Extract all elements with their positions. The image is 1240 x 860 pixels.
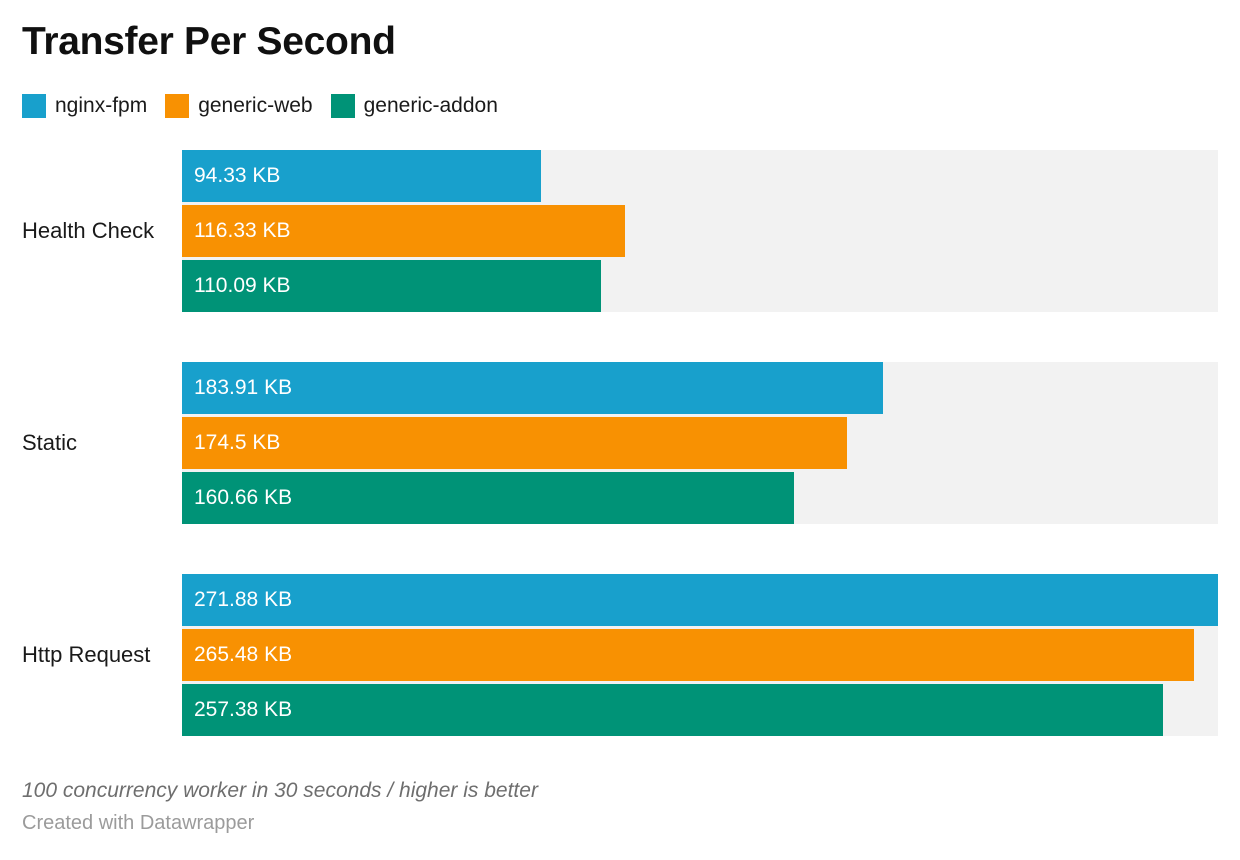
bar-group: Http Request 271.88 KB 265.48 KB 257.38 KB <box>22 573 1218 736</box>
bar-value-label: 160.66 KB <box>194 486 293 510</box>
category-label: Health Check <box>22 217 155 243</box>
category-label: Static <box>22 429 78 455</box>
bar-generic-web: 116.33 KB <box>182 204 626 257</box>
chart-note: 100 concurrency worker in 30 seconds / h… <box>22 778 538 802</box>
legend-label: nginx-fpm <box>55 94 148 118</box>
legend-swatch-nginx-fpm <box>22 93 46 118</box>
chart-title: Transfer Per Second <box>22 20 396 63</box>
legend-item-generic-web: generic-web <box>165 93 313 118</box>
bar-group: Static 183.91 KB 174.5 KB 160.66 KB <box>22 361 1218 524</box>
legend-item-generic-addon: generic-addon <box>330 93 498 118</box>
bar-generic-addon: 160.66 KB <box>182 471 795 524</box>
bar-value-label: 257.38 KB <box>194 698 293 722</box>
datawrapper-credit[interactable]: Created with Datawrapper <box>22 812 255 835</box>
bar-nginx-fpm: 271.88 KB <box>182 573 1218 626</box>
bar-generic-addon: 257.38 KB <box>182 683 1163 736</box>
bar-generic-web: 174.5 KB <box>182 416 847 469</box>
bar-group: Health Check 94.33 KB 116.33 KB 110.09 KB <box>22 149 1218 312</box>
bar-value-label: 174.5 KB <box>194 431 281 455</box>
bar-value-label: 110.09 KB <box>194 274 291 298</box>
bar-track: 94.33 KB 116.33 KB 110.09 KB <box>182 149 1218 312</box>
bar-value-label: 265.48 KB <box>194 643 293 667</box>
bar-value-label: 183.91 KB <box>194 376 293 400</box>
legend-item-nginx-fpm: nginx-fpm <box>22 93 148 118</box>
bar-nginx-fpm: 94.33 KB <box>182 149 542 202</box>
bar-value-label: 271.88 KB <box>194 588 293 612</box>
bar-generic-web: 265.48 KB <box>182 628 1194 681</box>
legend-label: generic-addon <box>363 94 498 118</box>
bar-value-label: 94.33 KB <box>194 164 281 188</box>
bar-generic-addon: 110.09 KB <box>182 259 602 312</box>
category-label: Http Request <box>22 641 151 667</box>
bar-nginx-fpm: 183.91 KB <box>182 361 883 414</box>
bar-value-label: 116.33 KB <box>194 219 291 243</box>
legend-label: generic-web <box>198 94 313 118</box>
bar-track: 271.88 KB 265.48 KB 257.38 KB <box>182 573 1218 736</box>
legend-swatch-generic-web <box>165 93 190 118</box>
plot-area: Health Check 94.33 KB 116.33 KB 110.09 KB St… <box>22 149 1218 736</box>
legend: nginx-fpm generic-web generic-addon <box>22 93 1218 118</box>
legend-swatch-generic-addon <box>330 93 355 118</box>
bar-track: 183.91 KB 174.5 KB 160.66 KB <box>182 361 1218 524</box>
